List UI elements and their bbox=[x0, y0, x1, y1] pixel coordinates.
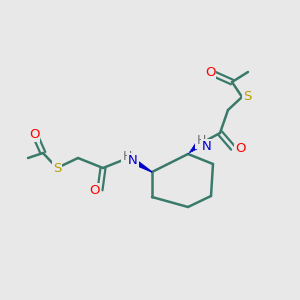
Text: H: H bbox=[196, 134, 206, 148]
Text: S: S bbox=[53, 161, 61, 175]
Text: N: N bbox=[202, 140, 212, 154]
Text: S: S bbox=[243, 89, 251, 103]
Text: O: O bbox=[235, 142, 245, 155]
Polygon shape bbox=[126, 155, 152, 172]
Text: O: O bbox=[29, 128, 39, 140]
Text: H: H bbox=[122, 150, 132, 163]
Text: N: N bbox=[128, 154, 138, 167]
Text: O: O bbox=[89, 184, 99, 197]
Text: O: O bbox=[205, 67, 215, 80]
